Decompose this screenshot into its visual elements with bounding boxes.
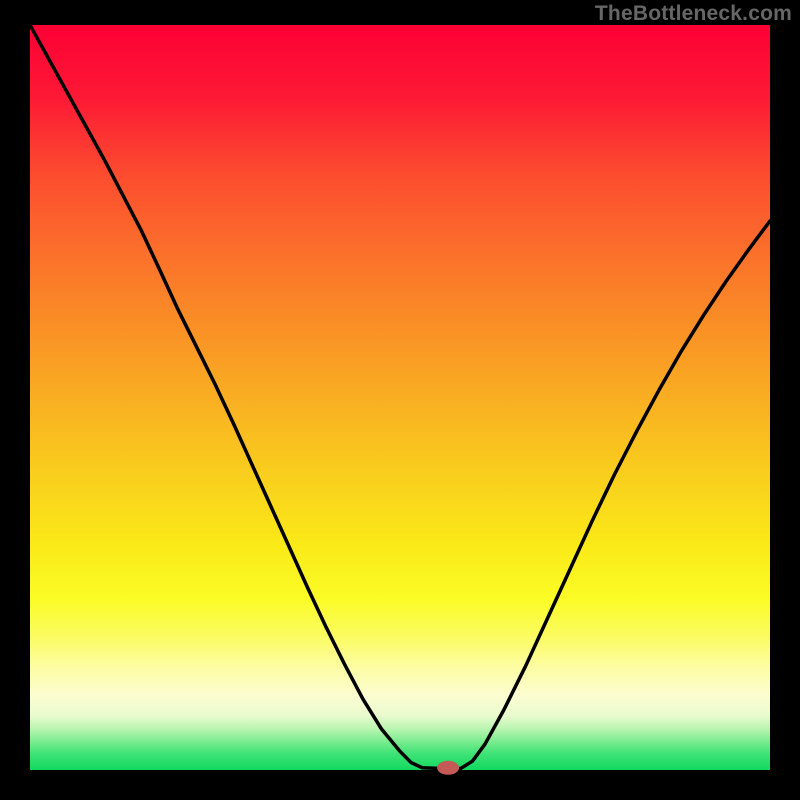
plot-background [30, 25, 770, 770]
optimum-marker [437, 761, 459, 775]
watermark-text: TheBottleneck.com [595, 2, 792, 26]
chart-container: TheBottleneck.com [0, 0, 800, 800]
bottleneck-chart [0, 0, 800, 800]
